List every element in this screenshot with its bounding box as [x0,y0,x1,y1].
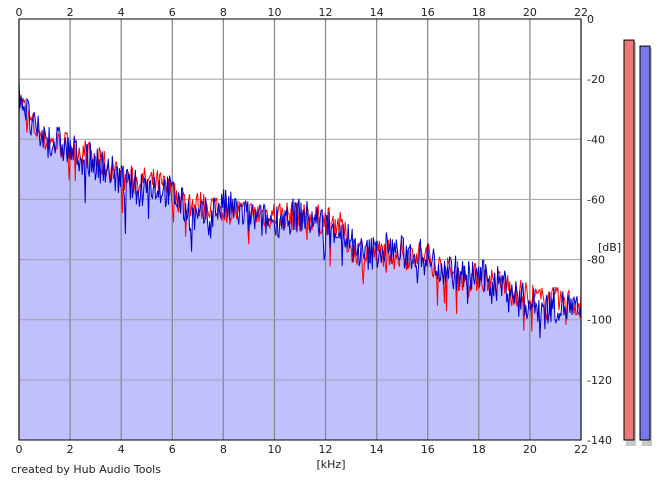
x-ticks-top: 0 2 4 6 8 10 12 14 16 18 20 22 [16,6,589,19]
x-tick-label-bottom: 16 [421,443,435,456]
x-tick-label-top: 12 [319,6,333,19]
x-tick-label-top: 8 [220,6,227,19]
x-tick-label-bottom: 0 [16,443,23,456]
series-lines [18,80,582,339]
grid [18,18,582,441]
x-tick-label-bottom: 12 [319,443,333,456]
x-tick-label-top: 20 [523,6,537,19]
x-tick-label-bottom: 6 [169,443,176,456]
x-tick-label-top: 6 [169,6,176,19]
y-tick-label: -40 [587,133,605,146]
level-meters [623,39,652,447]
x-tick-label-top: 4 [118,6,125,19]
x-tick-label-bottom: 22 [574,443,588,456]
x-tick-label-top: 0 [16,6,23,19]
x-tick-label-top: 10 [267,6,281,19]
y-tick-label: -120 [587,374,612,387]
x-tick-label-bottom: 14 [370,443,384,456]
y-tick-label: -80 [587,254,605,267]
spectrum-fill [19,80,581,440]
series-blue-line [18,80,582,339]
x-tick-label-top: 14 [370,6,384,19]
meter-right [639,45,651,441]
x-tick-label-top: 16 [421,6,435,19]
area-fill [19,80,581,440]
x-tick-label-bottom: 10 [267,443,281,456]
plot-frame [18,18,582,441]
y-axis-label: [dB] [598,241,621,254]
y-tick-label: -20 [587,73,605,86]
credit-text: created by Hub Audio Tools [11,463,161,476]
y-ticks: 0 -20 -40 -60 -80 -100 -120 -140 [587,13,612,447]
x-tick-label-top: 18 [472,6,486,19]
x-tick-label-bottom: 2 [67,443,74,456]
x-tick-label-bottom: 8 [220,443,227,456]
meter-left [623,39,635,441]
x-axis-label: [kHz] [317,458,346,471]
x-ticks-bottom: 0 2 4 6 8 10 12 14 16 18 20 22 [16,443,589,456]
y-tick-label: -140 [587,434,612,447]
y-tick-label: -100 [587,314,612,327]
x-tick-label-bottom: 20 [523,443,537,456]
y-tick-label: -60 [587,193,605,206]
y-tick-label: 0 [587,13,594,26]
x-tick-label-top: 22 [574,6,588,19]
x-tick-label-bottom: 4 [118,443,125,456]
x-tick-label-bottom: 18 [472,443,486,456]
x-tick-label-top: 2 [67,6,74,19]
